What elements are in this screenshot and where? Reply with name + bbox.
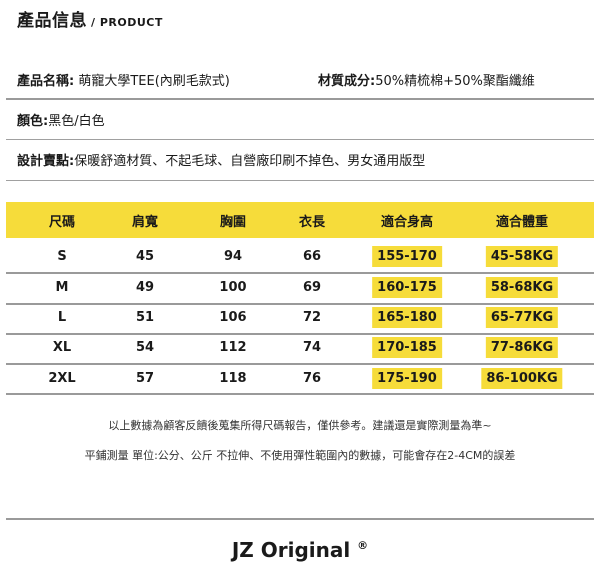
divider: [6, 139, 594, 140]
column-header: 適合身高: [380, 215, 434, 230]
table-cell: 155-170: [372, 246, 442, 267]
table-cell: S: [57, 249, 67, 264]
note-2: 平鋪測量 單位:公分、公斤 不拉伸、不使用彈性範圍內的數據，可能會存在2-4CM…: [84, 449, 516, 462]
column-header: 尺碼: [48, 215, 76, 230]
page-title: 產品信息 / PRODUCT: [17, 6, 163, 31]
material-label: 材質成分:: [318, 74, 376, 89]
product-name-row: 產品名稱: 萌寵大學TEE(內刷毛款式): [17, 70, 230, 89]
table-cell: 65-77KG: [485, 307, 559, 328]
table-cell: XL: [52, 340, 72, 355]
divider: [6, 518, 594, 520]
table-cell: 57: [135, 371, 155, 386]
table-cell: 165-180: [372, 307, 442, 328]
material-row: 材質成分:50%精梳棉+50%聚酯纖維: [318, 70, 535, 89]
table-cell: L: [57, 310, 67, 325]
name-label: 產品名稱:: [17, 74, 75, 89]
table-cell: 45: [135, 249, 155, 264]
table-cell: 160-175: [372, 277, 442, 298]
color-label: 顏色:: [17, 114, 49, 129]
table-cell: 100: [219, 280, 247, 295]
column-header: 肩寬: [131, 215, 159, 230]
design-row: 設計賣點:保暖舒適材質、不起毛球、自營廠印刷不掉色、男女通用版型: [17, 150, 425, 169]
table-cell: 77-86KG: [485, 337, 559, 358]
column-header: 胸圍: [219, 215, 247, 230]
design-value: 保暖舒適材質、不起毛球、自營廠印刷不掉色、男女通用版型: [74, 154, 426, 169]
brand-name: JZ Original: [231, 538, 351, 562]
table-cell: 72: [302, 310, 322, 325]
divider: [6, 180, 594, 181]
table-cell: 49: [135, 280, 155, 295]
title-text: 產品信息: [17, 11, 87, 31]
brand-logo: JZ Original ®: [0, 538, 600, 562]
table-cell: 54: [135, 340, 155, 355]
table-cell: 69: [302, 280, 322, 295]
table-cell: 74: [302, 340, 322, 355]
table-cell: 76: [302, 371, 322, 386]
row-divider: [6, 303, 594, 305]
registered-mark: ®: [357, 539, 369, 552]
table-cell: 112: [219, 340, 247, 355]
table-cell: 170-185: [372, 337, 442, 358]
table-cell: 58-68KG: [485, 277, 559, 298]
table-cell: 2XL: [48, 371, 76, 386]
table-cell: 106: [219, 310, 247, 325]
row-divider: [6, 272, 594, 274]
note-1: 以上數據為顧客反饋後蒐集所得尺碼報告，僅供參考。建議還是實際測量為準~: [108, 419, 492, 432]
row-divider: [6, 333, 594, 335]
material-value: 50%精梳棉+50%聚酯纖維: [375, 74, 535, 89]
table-cell: 66: [302, 249, 322, 264]
name-value: 萌寵大學TEE(內刷毛款式): [74, 74, 230, 89]
color-row: 顏色:黑色/白色: [17, 110, 105, 129]
row-divider: [6, 393, 594, 395]
color-value: 黑色/白色: [48, 114, 105, 129]
column-header: 衣長: [298, 215, 326, 230]
table-cell: 118: [219, 371, 247, 386]
table-cell: M: [55, 280, 69, 295]
table-cell: 175-190: [372, 368, 442, 389]
title-subtitle: / PRODUCT: [91, 16, 163, 29]
size-table-header: [6, 202, 594, 238]
table-cell: 94: [223, 249, 243, 264]
table-cell: 45-58KG: [485, 246, 559, 267]
design-label: 設計賣點:: [17, 154, 75, 169]
table-cell: 86-100KG: [481, 368, 563, 389]
column-header: 適合體重: [495, 215, 549, 230]
divider: [6, 98, 594, 100]
table-cell: 51: [135, 310, 155, 325]
row-divider: [6, 363, 594, 365]
